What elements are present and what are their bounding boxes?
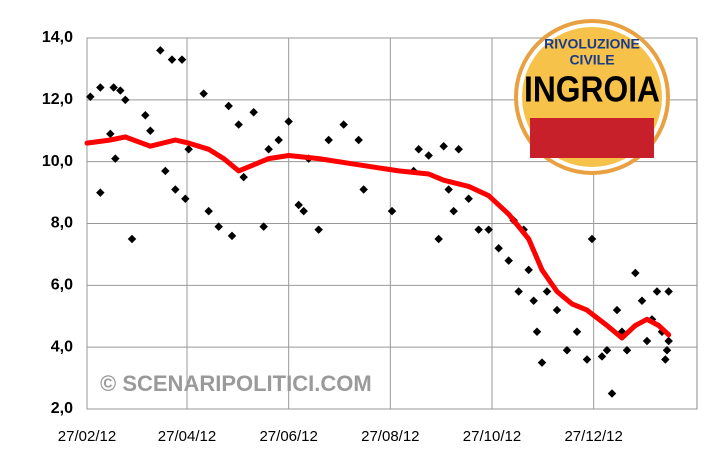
poll-point — [121, 95, 130, 105]
poll-point — [274, 135, 283, 145]
logo-line1: RIVOLUZIONE — [544, 36, 640, 52]
y-tick-label: 14,0 — [42, 29, 73, 46]
poll-point — [449, 206, 458, 216]
logo-line3: INGROIA — [524, 69, 660, 110]
poll-point — [354, 135, 363, 145]
x-tick-label: 27/10/12 — [463, 428, 521, 445]
poll-point — [642, 336, 652, 346]
y-tick-label: 2,0 — [51, 400, 73, 417]
poll-point — [444, 185, 453, 194]
poll-point — [324, 135, 333, 145]
poll-point — [607, 389, 617, 398]
x-tick-label: 27/04/12 — [158, 428, 216, 445]
y-tick-label: 8,0 — [51, 215, 73, 232]
poll-point — [146, 126, 155, 135]
poll-point — [414, 145, 423, 154]
poll-point — [464, 194, 473, 204]
poll-point — [127, 234, 137, 244]
x-tick-label: 27/08/12 — [361, 428, 419, 445]
y-tick-label: 6,0 — [51, 277, 73, 294]
poll-point — [141, 111, 150, 120]
logo-figures — [530, 118, 654, 158]
x-tick-label: 27/06/12 — [259, 428, 317, 445]
poll-point — [494, 243, 503, 253]
poll-point — [622, 346, 632, 355]
poll-point — [116, 86, 125, 95]
poll-point — [96, 188, 105, 197]
poll-point — [532, 327, 542, 336]
poll-point — [661, 355, 670, 364]
poll-point — [86, 92, 95, 101]
poll-point — [664, 287, 673, 296]
poll-point — [359, 185, 368, 194]
poll-point — [214, 222, 223, 231]
poll-point — [199, 89, 208, 98]
poll-point — [227, 231, 237, 241]
trend-line — [84, 134, 672, 341]
poll-point — [597, 352, 607, 361]
y-tick-label: 4,0 — [51, 338, 73, 355]
marks — [84, 46, 673, 398]
poll-point — [454, 145, 463, 154]
poll-point — [96, 83, 105, 92]
watermark: © SCENARIPOLITICI.COM — [100, 371, 372, 396]
poll-point — [204, 206, 213, 216]
poll-point — [434, 234, 443, 244]
y-tick-label: 12,0 — [42, 91, 73, 108]
poll-point — [171, 185, 180, 194]
poll-point — [299, 206, 308, 216]
poll-point — [562, 346, 572, 355]
poll-point — [184, 145, 193, 154]
poll-point — [224, 101, 233, 111]
poll-point — [239, 172, 248, 182]
poll-point — [572, 327, 582, 336]
poll-point — [284, 117, 293, 126]
poll-point — [109, 83, 118, 92]
x-tick-label: 27/02/12 — [58, 428, 116, 445]
poll-point — [314, 225, 323, 234]
poll-point — [177, 55, 187, 64]
poll-point — [259, 222, 268, 231]
poll-point — [387, 206, 397, 216]
poll-point — [167, 55, 177, 64]
poll-point — [264, 145, 273, 154]
poll-point — [249, 107, 258, 117]
poll-point — [542, 287, 552, 296]
poll-point — [156, 46, 165, 55]
poll-point — [484, 225, 493, 234]
poll-point — [111, 154, 120, 163]
logo-line2: CIVILE — [569, 52, 614, 68]
poll-point — [424, 151, 433, 160]
poll-point — [294, 200, 303, 210]
poll-point — [662, 346, 672, 355]
x-tick-label: 27/12/12 — [564, 428, 622, 445]
poll-point — [339, 120, 348, 129]
poll-point — [504, 256, 513, 265]
logo: RIVOLUZIONE CIVILE INGROIA — [514, 19, 670, 175]
poll-point — [537, 358, 547, 367]
poll-point — [524, 265, 533, 275]
poll-point — [181, 194, 190, 204]
poll-point — [529, 296, 538, 306]
poll-point — [106, 129, 115, 139]
poll-point — [474, 225, 483, 234]
poll-point — [637, 296, 647, 306]
poll-point — [514, 287, 523, 296]
y-tick-label: 10,0 — [42, 153, 73, 170]
poll-point — [552, 305, 562, 315]
poll-point — [652, 287, 662, 296]
poll-point — [439, 141, 448, 151]
poll-point — [612, 305, 622, 315]
poll-point — [602, 346, 612, 355]
poll-point — [631, 268, 640, 278]
poll-point — [161, 166, 170, 176]
poll-point — [664, 336, 673, 346]
poll-point — [582, 355, 592, 364]
poll-point — [234, 120, 243, 129]
